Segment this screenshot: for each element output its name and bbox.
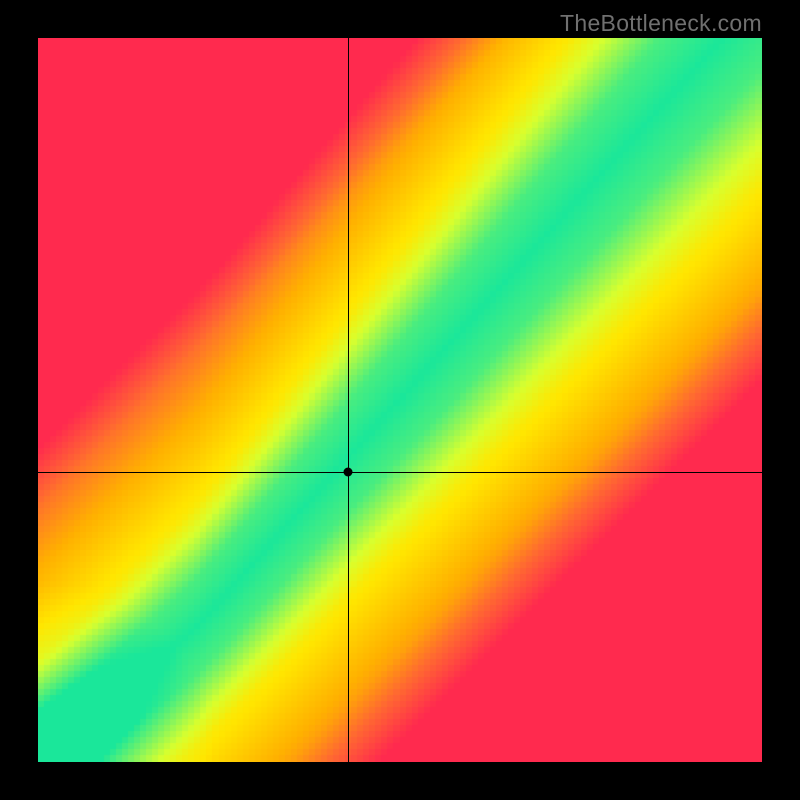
watermark-text: TheBottleneck.com (560, 10, 762, 37)
marker-dot (343, 468, 352, 477)
heatmap-canvas (38, 38, 762, 762)
plot-area (38, 38, 762, 762)
chart-frame: TheBottleneck.com (0, 0, 800, 800)
crosshair-horizontal (38, 472, 762, 473)
crosshair-vertical (348, 38, 349, 762)
